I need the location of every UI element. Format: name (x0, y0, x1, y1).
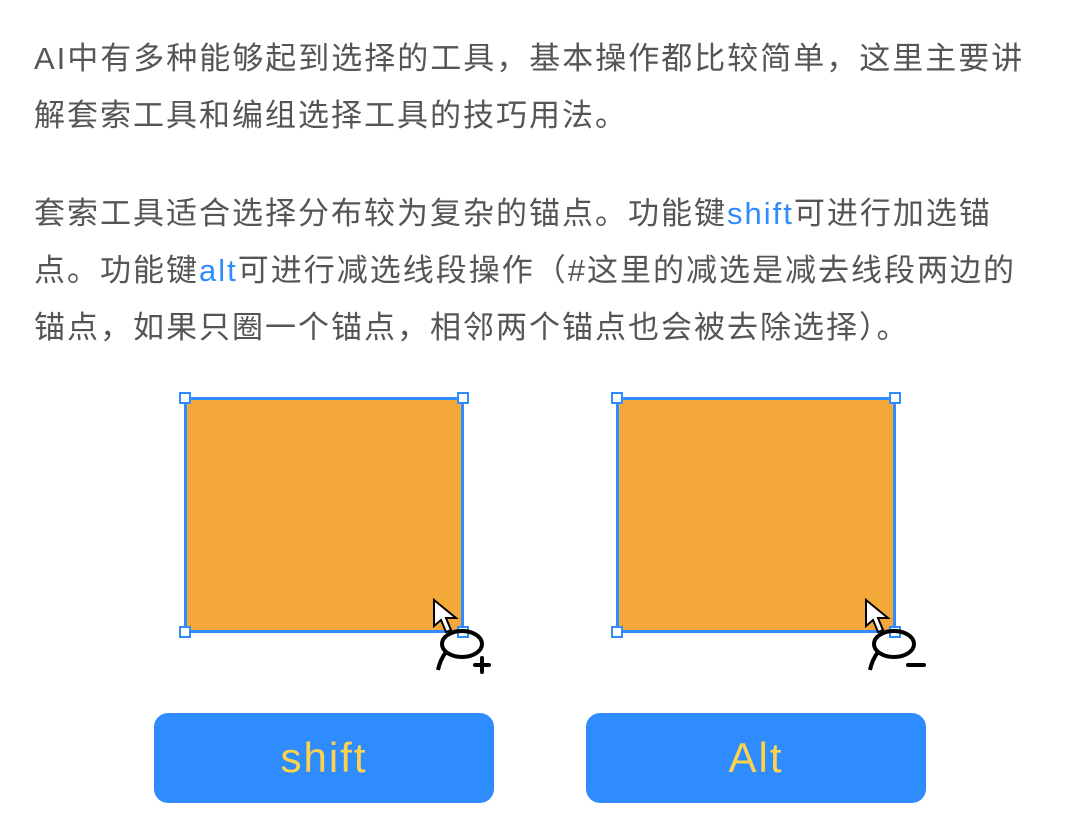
keyword-shift: shift (727, 196, 794, 231)
para1-text: AI中有多种能够起到选择的工具，基本操作都比较简单，这里主要讲解套索工具和编组选… (34, 41, 1024, 133)
handle-bl (179, 626, 191, 638)
lasso-cursor-subtract-icon (856, 598, 936, 683)
handle-tl (179, 392, 191, 404)
alt-key-label: Alt (728, 734, 783, 782)
paragraph-2: 套索工具适合选择分布较为复杂的锚点。功能键shift可进行加选锚点。功能键alt… (34, 185, 1046, 357)
selected-rectangle (184, 397, 464, 633)
handle-bl (611, 626, 623, 638)
figure-alt: Alt (586, 397, 926, 803)
figure-shift: shift (154, 397, 494, 803)
lasso-cursor-add-icon (424, 598, 504, 683)
handle-tr (889, 392, 901, 404)
handle-tr (457, 392, 469, 404)
selected-rectangle (616, 397, 896, 633)
para2-pre: 套索工具适合选择分布较为复杂的锚点。功能键 (34, 196, 727, 231)
selection-box-left (184, 397, 464, 633)
keyword-alt: alt (199, 253, 238, 288)
shift-key-button: shift (154, 713, 494, 803)
figures-row: shift Alt (34, 397, 1046, 803)
paragraph-1: AI中有多种能够起到选择的工具，基本操作都比较简单，这里主要讲解套索工具和编组选… (34, 30, 1046, 145)
selection-box-right (616, 397, 896, 633)
shift-key-label: shift (280, 734, 367, 782)
handle-tl (611, 392, 623, 404)
alt-key-button: Alt (586, 713, 926, 803)
